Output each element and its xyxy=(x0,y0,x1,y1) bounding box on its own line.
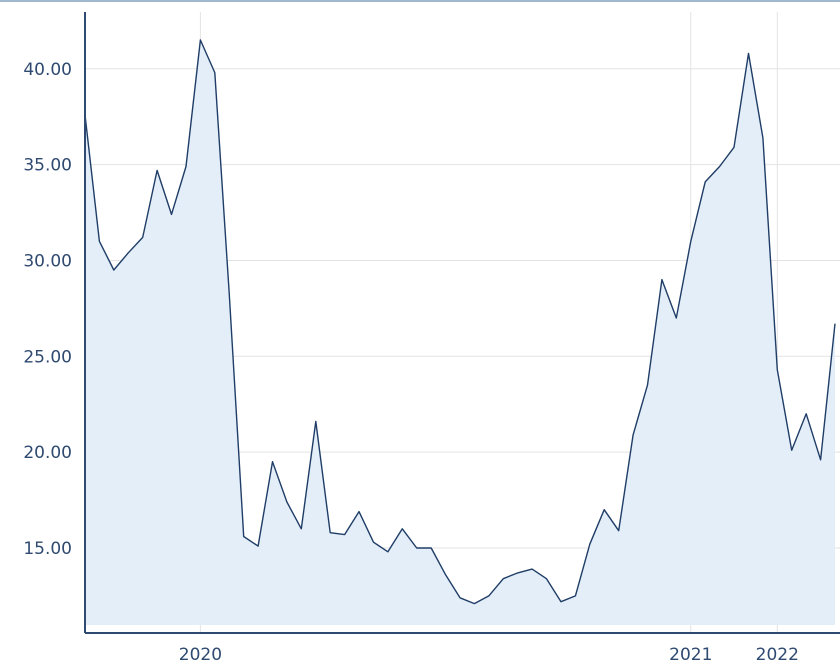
area-fill xyxy=(85,40,835,625)
x-tick-label: 2020 xyxy=(179,645,222,663)
x-tick-labels: 2020 2021 2022 xyxy=(179,645,799,665)
y-tick-label: 40.00 xyxy=(23,60,72,80)
y-tick-labels: 15.00 20.00 25.00 30.00 35.00 40.00 xyxy=(23,60,72,559)
y-tick-label: 35.00 xyxy=(23,156,72,176)
y-tick-label: 20.00 xyxy=(23,443,72,463)
series-line xyxy=(84,39,836,605)
y-tick-label: 15.00 xyxy=(23,539,72,559)
axes xyxy=(84,12,840,634)
y-tick-label: 30.00 xyxy=(23,251,72,271)
x-tick-label: 2022 xyxy=(756,645,799,663)
chart-top-border xyxy=(0,0,840,2)
y-tick-label: 25.00 xyxy=(23,347,72,367)
x-tick-label: 2021 xyxy=(669,645,712,663)
